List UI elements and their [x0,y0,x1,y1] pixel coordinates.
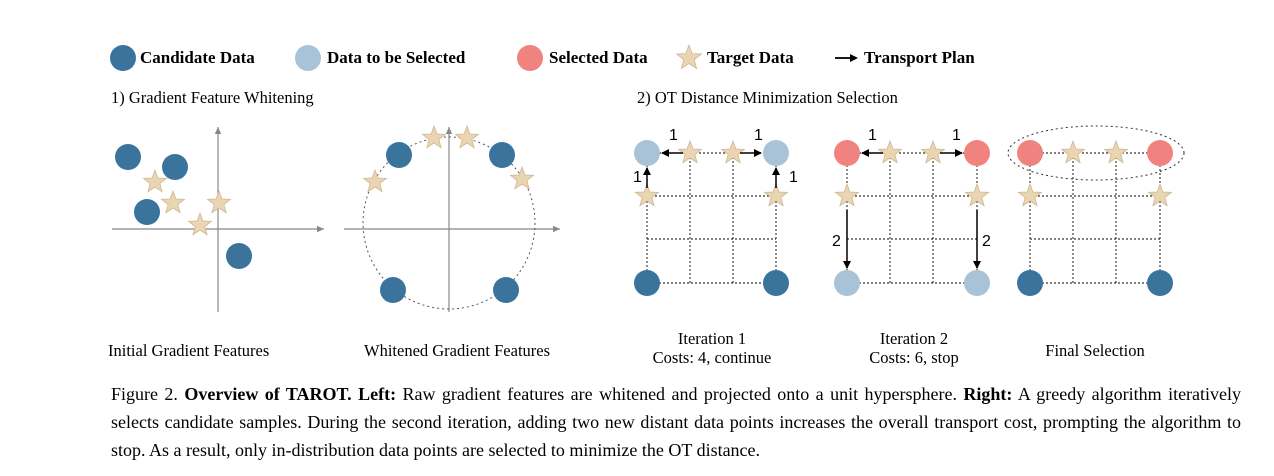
target-star [634,182,660,207]
target-star [1103,139,1129,164]
candidate-point [634,270,660,296]
legend-transport: Transport Plan [832,42,975,74]
legend-candidate: Candidate Data [108,42,255,74]
cost-label: 1 [868,127,877,144]
left-section-title: 1) Gradient Feature Whitening [111,88,314,107]
target-stars [1017,139,1173,207]
legend-selected: Selected Data [515,42,648,74]
candidate-point [1017,270,1043,296]
legend-candidate-label: Candidate Data [140,48,255,67]
candidate-point [162,154,188,180]
candidate-point [134,199,160,225]
iteration-2-cost: Costs: 6, stop [869,348,959,367]
whitened-features-label: Whitened Gradient Features [364,341,551,360]
figure-legend: Candidate Data Data to be Selected Selec… [0,42,1274,74]
to-select-point [634,140,660,166]
iteration-2-title: Iteration 2 [879,329,949,348]
target-stars [834,139,990,207]
target-stars [634,139,789,207]
target-star [1147,182,1173,207]
iteration-1-title: Iteration 1 [677,329,747,348]
cost-label: 1 [789,169,798,186]
selected-point [1147,140,1173,166]
final-selection-label: Final Selection [1045,341,1145,360]
legend-target-label: Target Data [707,48,794,67]
star-icon [675,43,703,70]
iteration-2-panel: 1 1 2 2 [832,127,991,296]
target-star [206,189,232,214]
iteration-1-label: Iteration 1 Costs: 4, continue [632,329,792,367]
cost-label: 1 [633,169,642,186]
target-star [160,189,186,214]
legend-selected-label: Selected Data [549,48,648,67]
selected-point [1017,140,1043,166]
iteration-1-panel: 1 1 1 1 [633,127,798,296]
target-star [720,139,746,164]
target-star [763,182,789,207]
cost-label: 1 [669,127,678,144]
selected-dot-icon [517,45,543,71]
target-stars [362,124,535,193]
unit-hypersphere [362,136,536,310]
grid [1029,152,1161,284]
target-star [509,165,535,190]
target-star [454,124,480,149]
to-select-dot-icon [295,45,321,71]
target-star [1017,182,1043,207]
caption-right-text: A greedy algorithm iteratively selects c… [111,384,1242,460]
legend-to-select: Data to be Selected [293,42,465,74]
legend-target: Target Data [674,42,794,74]
candidate-point [1147,270,1173,296]
figure-caption: Figure 2. Overview of TAROT. Left: Raw g… [111,380,1241,464]
caption-left-tag: Left: [358,384,397,404]
target-star [421,124,447,149]
initial-features-panel [112,127,324,312]
cost-label: 1 [952,127,961,144]
candidate-point [493,277,519,303]
target-star [677,139,703,164]
target-star [834,182,860,207]
final-selection-panel [1007,125,1185,296]
selected-point [964,140,990,166]
cost-label: 2 [832,233,841,250]
candidate-point [226,243,252,269]
target-star [187,211,213,236]
iteration-1-cost: Costs: 4, continue [652,348,772,367]
target-star [964,182,990,207]
caption-left-text: Raw gradient features are whitened and p… [402,384,957,404]
selected-point [834,140,860,166]
legend-transport-label: Transport Plan [864,48,975,67]
candidate-point [386,142,412,168]
grid [646,152,777,284]
arrow-right-icon [835,54,858,62]
target-stars [142,168,232,236]
candidate-point [763,270,789,296]
legend-to-select-label: Data to be Selected [327,48,466,67]
selection-ellipse [1007,125,1185,181]
candidate-dot-icon [110,45,136,71]
right-section-title: 2) OT Distance Minimization Selection [637,88,898,107]
to-select-point [763,140,789,166]
target-star [877,139,903,164]
target-star [142,168,168,193]
target-star [362,168,388,193]
target-star [1060,139,1086,164]
to-select-point [834,270,860,296]
iteration-2-label: Iteration 2 Costs: 6, stop [834,329,994,367]
caption-title: Overview of TAROT. [184,384,352,404]
initial-features-label: Initial Gradient Features [108,341,270,360]
grid [846,152,978,284]
cost-label: 1 [754,127,763,144]
caption-prefix: Figure 2. [111,384,178,404]
candidate-point [115,144,141,170]
candidate-point [489,142,515,168]
whitened-features-panel [344,124,560,312]
target-star [920,139,946,164]
candidate-point [380,277,406,303]
caption-right-tag: Right: [963,384,1013,404]
cost-label: 2 [982,233,991,250]
to-select-point [964,270,990,296]
